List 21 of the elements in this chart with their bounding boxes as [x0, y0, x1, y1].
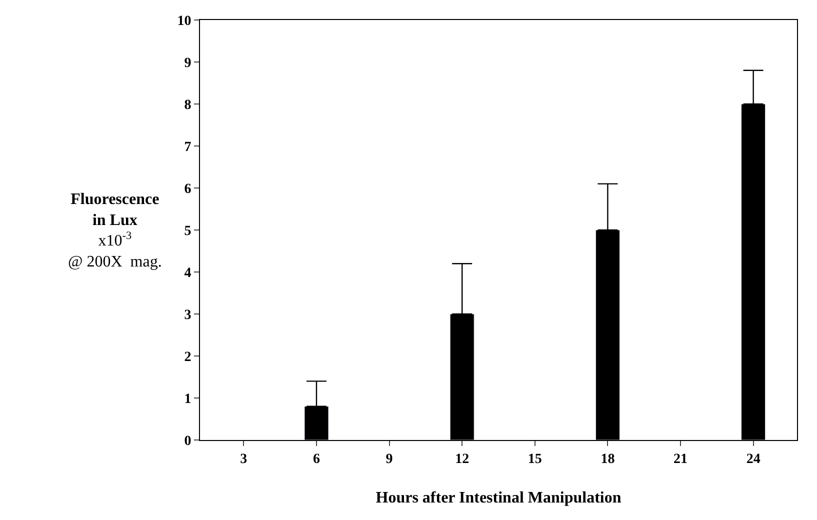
y-tick-label: 0	[184, 434, 192, 449]
y-tick-label: 8	[184, 98, 192, 113]
x-tick-label: 12	[455, 452, 470, 467]
y-tick-label: 3	[184, 308, 192, 323]
x-tick-label: 9	[386, 452, 393, 467]
y-tick-label: 1	[184, 392, 192, 407]
x-tick-label: 24	[746, 452, 760, 467]
y-tick-label: 6	[184, 182, 192, 197]
x-tick-label: 18	[600, 452, 615, 467]
x-tick-label: 6	[312, 452, 320, 467]
y-tick-label: 2	[184, 350, 192, 365]
y-tick-label: 4	[184, 266, 192, 281]
y-tick-label: 5	[184, 224, 192, 239]
x-tick-label: 21	[674, 452, 688, 467]
x-tick-label: 3	[240, 452, 248, 467]
y-tick-label: 9	[184, 56, 192, 71]
y-tick-label: 10	[177, 14, 192, 29]
x-axis-title: Hours after Intestinal Manipulation	[376, 490, 622, 506]
x-tick-label: 15	[528, 452, 542, 467]
y-axis-title: Fluorescence in Lux x10$^{-3}$ @ 200X mag.	[68, 191, 162, 270]
y-tick-label: 7	[184, 140, 192, 155]
